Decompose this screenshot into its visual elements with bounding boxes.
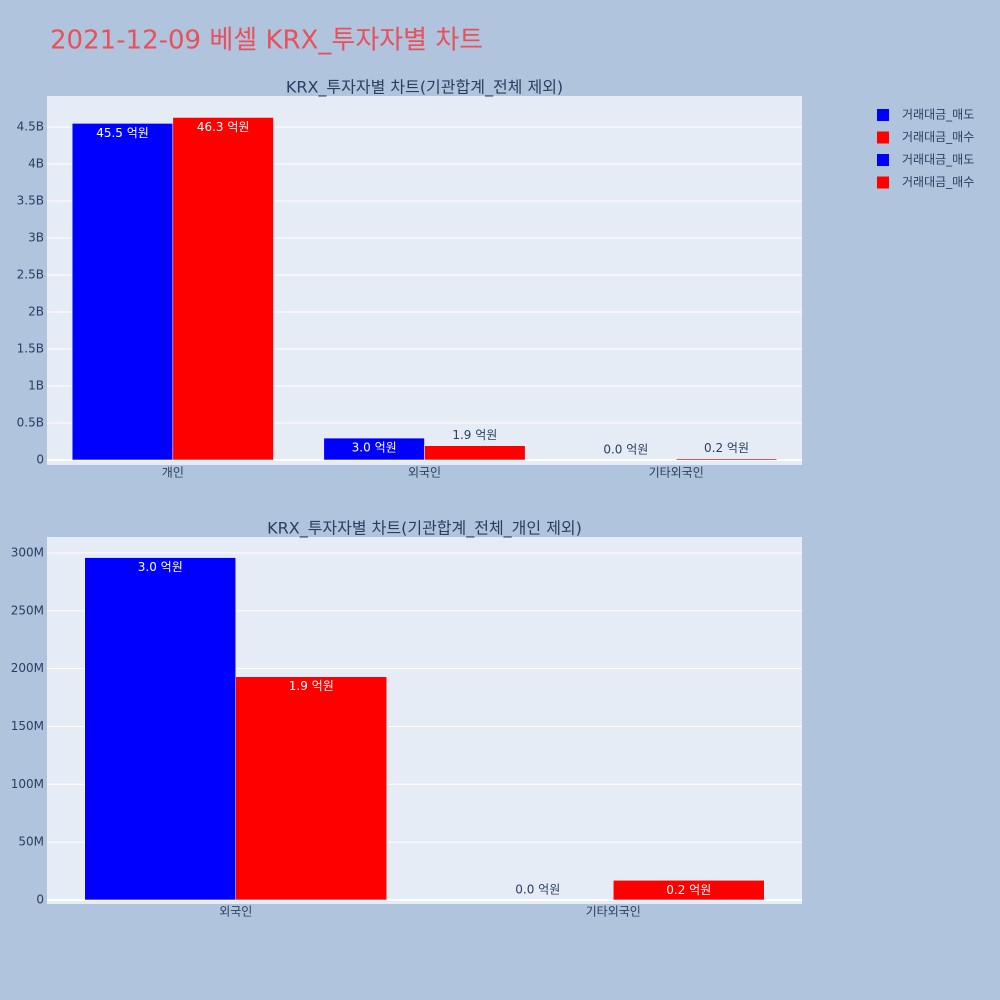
legend-label: 거래대금_매수: [902, 175, 974, 189]
y-tick-label: 4B: [28, 157, 44, 171]
y-tick-label: 0: [36, 892, 44, 906]
y-tick-label: 150M: [11, 719, 44, 733]
bar: [675, 458, 778, 461]
x-tick-label: 외국인: [408, 466, 441, 480]
bar: [172, 117, 274, 461]
y-tick-label: 0: [36, 452, 44, 466]
y-tick-label: 250M: [11, 603, 44, 617]
value-label: 3.0 억원: [138, 560, 183, 574]
value-label: 1.9 억원: [452, 428, 497, 442]
page-title: 2021-12-09 베셀 KRX_투자자별 차트: [50, 26, 483, 56]
y-tick-label: 0.5B: [17, 415, 44, 429]
value-label: 46.3 억원: [197, 120, 250, 134]
legend-swatch: [877, 154, 889, 166]
chart-title: KRX_투자자별 차트(기관합계_전체 제외): [286, 78, 563, 98]
x-tick-label: 기타외국인: [586, 905, 641, 919]
value-label: 3.0 억원: [352, 441, 397, 455]
y-tick-label: 100M: [11, 777, 44, 791]
bar: [424, 445, 526, 461]
x-tick-label: 외국인: [219, 905, 252, 919]
x-tick-label: 기타외국인: [649, 466, 704, 480]
value-label: 0.0 억원: [603, 442, 648, 456]
legend-swatch: [877, 109, 889, 121]
y-tick-label: 200M: [11, 661, 44, 675]
legend-swatch: [877, 131, 889, 144]
y-tick-label: 3B: [28, 231, 44, 245]
y-tick-label: 2.5B: [17, 268, 44, 282]
legend-swatch: [877, 176, 889, 189]
y-tick-label: 3.5B: [17, 194, 44, 208]
value-label: 1.9 억원: [289, 679, 334, 693]
value-label: 45.5 억원: [96, 126, 149, 140]
chart-title: KRX_투자자별 차트(기관합계_전체_개인 제외): [267, 519, 582, 539]
legend-label: 거래대금_매도: [902, 153, 974, 167]
legend-label: 거래대금_매수: [902, 130, 974, 144]
y-tick-label: 1.5B: [17, 342, 44, 356]
bar: [71, 123, 174, 461]
y-tick-label: 4.5B: [17, 120, 44, 134]
y-tick-label: 2B: [28, 305, 44, 319]
legend-label: 거래대금_매도: [902, 108, 974, 122]
value-label: 0.0 억원: [515, 882, 560, 896]
value-label: 0.2 억원: [666, 883, 711, 897]
y-tick-label: 300M: [11, 545, 44, 559]
bar: [613, 880, 765, 901]
bar: [235, 676, 387, 901]
x-tick-label: 개인: [162, 466, 184, 480]
y-tick-label: 50M: [18, 835, 44, 849]
bar: [84, 557, 236, 901]
value-label: 0.2 억원: [704, 441, 749, 455]
y-tick-label: 1B: [28, 378, 44, 392]
